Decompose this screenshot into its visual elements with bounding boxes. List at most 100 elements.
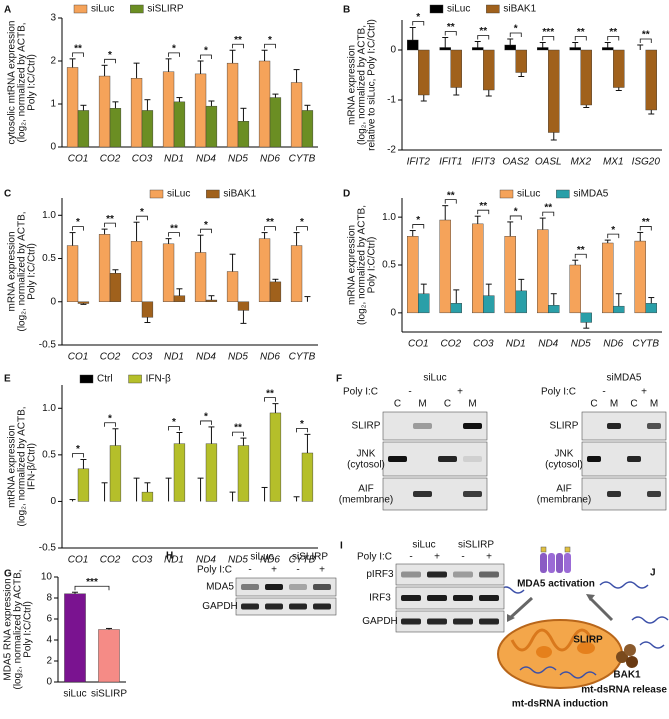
sig-bracket bbox=[412, 21, 425, 26]
lane-label: M bbox=[468, 399, 476, 410]
bar bbox=[580, 312, 593, 323]
sig-label: * bbox=[76, 217, 80, 228]
bar bbox=[301, 452, 314, 502]
treatment-sign: - bbox=[248, 565, 251, 576]
group-label: siLuc bbox=[412, 540, 435, 551]
legend-swatch bbox=[130, 4, 144, 14]
y-tick-label: 2 bbox=[50, 56, 56, 67]
x-tick-label: CYTB bbox=[289, 352, 316, 363]
y-axis-label: Poly I:C/Ctrl) bbox=[367, 237, 378, 294]
x-tick-label: ND5 bbox=[571, 339, 591, 350]
sig-bracket bbox=[477, 209, 490, 215]
blot-strip bbox=[235, 577, 337, 597]
blot-band bbox=[401, 595, 421, 601]
bar bbox=[162, 243, 175, 302]
legend-swatch bbox=[499, 189, 514, 199]
bar bbox=[634, 240, 646, 314]
legend-swatch bbox=[429, 4, 444, 14]
sig-bracket bbox=[72, 453, 84, 458]
sig-label: ** bbox=[544, 203, 552, 214]
legend-swatch bbox=[149, 189, 164, 199]
sig-label: ** bbox=[447, 22, 455, 33]
legend-swatch bbox=[206, 189, 220, 199]
legend-label: siBAK1 bbox=[223, 189, 256, 200]
y-axis-label: (log₂, normalized by ACTB, bbox=[17, 406, 28, 526]
sig-label: * bbox=[416, 215, 420, 226]
blot-band bbox=[438, 456, 457, 462]
panel-letter: I bbox=[340, 541, 343, 552]
bar bbox=[290, 245, 303, 302]
bar bbox=[269, 412, 282, 502]
sig-bracket bbox=[574, 253, 587, 259]
x-tick-label: ND6 bbox=[260, 555, 280, 566]
blot-band bbox=[647, 491, 661, 497]
sig-label: * bbox=[300, 217, 304, 228]
bar bbox=[98, 234, 111, 302]
lane-label: C bbox=[394, 399, 401, 410]
x-tick-label: CO2 bbox=[100, 352, 121, 363]
sig-bracket bbox=[639, 226, 652, 231]
bar bbox=[205, 105, 218, 148]
treatment-sign: - bbox=[461, 552, 464, 563]
x-tick-label: CO3 bbox=[473, 339, 494, 350]
blot-band bbox=[241, 584, 259, 590]
bar bbox=[64, 593, 86, 683]
y-axis-label: cytosolic mtRNA expression bbox=[7, 21, 18, 145]
sig-label: ** bbox=[447, 190, 455, 201]
y-tick-label: 8 bbox=[46, 593, 52, 604]
bar bbox=[613, 305, 625, 314]
treatment-sign: - bbox=[408, 387, 411, 398]
y-axis-label: (log₂, normalized by ACTB, bbox=[17, 211, 28, 331]
row-note: (cytosol) bbox=[545, 460, 583, 471]
bar bbox=[173, 101, 186, 148]
bar bbox=[226, 62, 239, 148]
lane-label: C bbox=[630, 399, 637, 410]
blot-strip bbox=[395, 563, 505, 586]
blot-band bbox=[453, 618, 473, 625]
blot-band bbox=[463, 423, 482, 429]
bar bbox=[407, 39, 419, 51]
y-tick-label: -0.5 bbox=[39, 340, 57, 351]
bak1 bbox=[626, 656, 638, 668]
x-tick-label: ND6 bbox=[260, 154, 280, 165]
x-tick-label: ND1 bbox=[164, 352, 184, 363]
panel-letter: C bbox=[4, 189, 11, 200]
treatment-label: Poly I:C bbox=[357, 552, 392, 563]
y-axis-label: MDA5 RNA expression bbox=[3, 578, 14, 680]
y-axis-label: IFN-β/Ctrl) bbox=[27, 443, 38, 490]
legend-swatch bbox=[79, 374, 94, 384]
bar bbox=[472, 47, 484, 51]
blot-band bbox=[453, 571, 473, 578]
bar bbox=[548, 305, 560, 314]
x-tick-label: siLuc bbox=[63, 689, 86, 700]
y-axis-label: (log₂, normalized by ACTB, bbox=[17, 22, 28, 142]
bar bbox=[194, 73, 207, 148]
row-label: AIF bbox=[556, 484, 572, 495]
x-tick-label: ND4 bbox=[538, 339, 558, 350]
bak1 bbox=[616, 651, 628, 663]
row-label: pIRF3 bbox=[366, 569, 394, 580]
x-tick-label: IFIT2 bbox=[407, 157, 431, 168]
bar bbox=[537, 47, 549, 51]
treatment-sign: + bbox=[486, 552, 492, 563]
x-tick-label: MX1 bbox=[603, 157, 624, 168]
sig-label: *** bbox=[542, 27, 554, 38]
sig-label: * bbox=[172, 417, 176, 428]
x-tick-label: ND1 bbox=[164, 555, 184, 566]
x-tick-label: IFIT1 bbox=[439, 157, 462, 168]
sig-label: ** bbox=[577, 27, 585, 38]
sig-label: * bbox=[76, 444, 80, 455]
bar bbox=[645, 303, 658, 314]
sig-bracket bbox=[168, 232, 180, 237]
bar bbox=[504, 44, 516, 51]
bar bbox=[269, 97, 282, 148]
bar bbox=[450, 49, 463, 88]
bar bbox=[602, 47, 614, 51]
blot-band bbox=[427, 595, 447, 601]
sig-bracket bbox=[232, 431, 244, 437]
bar bbox=[109, 273, 122, 302]
treatment-label: Poly I:C bbox=[541, 387, 576, 398]
sig-label: * bbox=[204, 412, 208, 423]
blot-band bbox=[289, 603, 307, 610]
